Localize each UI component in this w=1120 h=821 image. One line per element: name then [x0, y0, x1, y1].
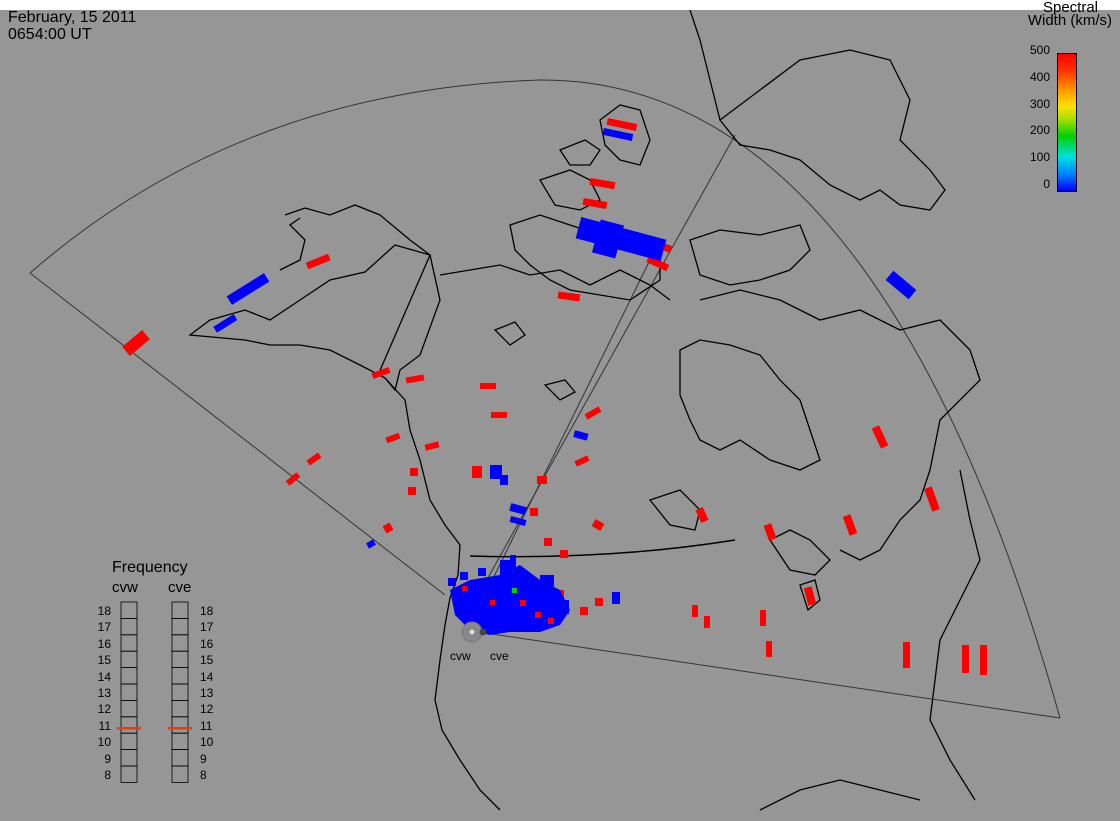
freq-tick-label-cvw: 9 — [104, 751, 111, 766]
freq-tick-label-cve: 16 — [200, 636, 214, 651]
freq-tick-label-cve: 11 — [200, 718, 213, 733]
freq-tick-label-cve: 10 — [200, 735, 214, 750]
site-label-cve: cve — [490, 649, 509, 663]
freq-tick-label-cvw: 13 — [97, 686, 111, 700]
freq-tick-label-cve: 13 — [200, 686, 214, 700]
coastlines — [188, 10, 981, 811]
colorbar-tick-label: 0 — [1043, 177, 1050, 191]
us-canada-border — [469, 539, 736, 558]
colorbar-tick-label: 300 — [1029, 96, 1050, 111]
freq-tick-label-cvw: 17 — [97, 620, 111, 635]
colorbar-title-line1: Spectral — [1042, 0, 1098, 16]
echoes-low-width — [213, 127, 917, 635]
colorbar-tick-label: 500 — [1029, 43, 1050, 57]
colorbar-title-line2: Width (km/s) — [1027, 12, 1112, 29]
colorbar-tick-label: 100 — [1029, 150, 1050, 165]
colorbar — [1057, 53, 1077, 192]
freq-radar-cve: cve — [168, 579, 192, 596]
freq-tick-label-cvw: 16 — [97, 636, 111, 651]
radar-sites — [461, 621, 487, 643]
freq-tick-label-cvw: 12 — [97, 702, 111, 717]
freq-tick-label-cvw: 18 — [97, 604, 111, 618]
echoes-mixed — [462, 586, 554, 624]
frequency-title: Frequency — [112, 559, 188, 576]
freq-tick-label-cvw: 10 — [97, 735, 111, 750]
freq-tick-label-cve: 14 — [200, 669, 214, 684]
date-label: February, 15 2011 — [8, 10, 137, 26]
map-svg — [29, 10, 1061, 811]
freq-tick-label-cvw: 8 — [104, 768, 111, 782]
time-label: 0654:00 UT — [8, 26, 92, 43]
map-plot: February, 15 2011 0654:00 UT 500 400 300 20… — [0, 10, 1120, 821]
freq-tick-label-cve: 18 — [200, 604, 214, 618]
colorbar-tick-label: 400 — [1029, 69, 1050, 84]
freq-tick-label-cve: 8 — [200, 768, 207, 782]
colorbar-tick-label: 200 — [1029, 123, 1050, 138]
freq-tick-label-cvw: 11 — [98, 718, 111, 733]
freq-tick-label-cve: 12 — [200, 702, 214, 717]
freq-tick-label-cve: 9 — [200, 751, 207, 766]
site-label-cvw: cvw — [450, 649, 471, 663]
freq-tick-label-cve: 17 — [200, 620, 214, 635]
freq-radar-cvw: cvw — [112, 579, 138, 596]
freq-tick-label-cvw: 15 — [97, 653, 111, 668]
freq-tick-label-cvw: 14 — [97, 669, 111, 684]
freq-tick-label-cve: 15 — [200, 653, 214, 668]
